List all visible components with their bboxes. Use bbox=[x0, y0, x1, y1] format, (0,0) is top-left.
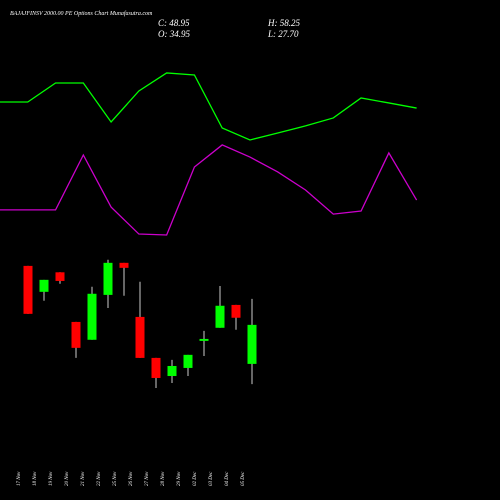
x-tick-label: 03 Dec bbox=[209, 471, 214, 486]
candle-body bbox=[199, 338, 209, 341]
x-tick-label: 28 Nov bbox=[161, 471, 166, 486]
x-tick-label: 05 Dec bbox=[241, 471, 246, 486]
ohlc-label: L: 27.70 bbox=[267, 29, 299, 39]
candle-body bbox=[103, 262, 113, 295]
x-tick-label: 25 Nov bbox=[113, 471, 118, 486]
candle-body bbox=[23, 265, 33, 314]
x-tick-label: 21 Nov bbox=[81, 471, 86, 486]
x-tick-label: 19 Nov bbox=[49, 471, 54, 486]
x-tick-label: 18 Nov bbox=[33, 471, 38, 486]
ohlc-label: O: 34.95 bbox=[158, 29, 190, 39]
line-series bbox=[0, 72, 417, 141]
candle-body bbox=[151, 357, 161, 378]
x-tick-label: 20 Nov bbox=[65, 471, 70, 486]
x-tick-label: 02 Dec bbox=[193, 471, 198, 486]
ohlc-label: C: 48.95 bbox=[158, 18, 190, 28]
candle-body bbox=[39, 279, 49, 292]
candle-body bbox=[247, 324, 257, 364]
candle-body bbox=[87, 293, 97, 340]
candle-body bbox=[71, 321, 81, 348]
candle-body bbox=[183, 354, 193, 368]
candle-body bbox=[119, 262, 129, 268]
x-tick-label: 17 Nov bbox=[17, 471, 22, 486]
candle-body bbox=[215, 305, 225, 328]
x-tick-label: 04 Dec bbox=[225, 471, 230, 486]
x-tick-label: 27 Nov bbox=[145, 471, 150, 486]
candle-body bbox=[231, 304, 241, 318]
line-series bbox=[0, 144, 418, 236]
candle-body bbox=[135, 316, 145, 358]
candle-body bbox=[167, 365, 177, 377]
x-tick-label: 26 Nov bbox=[129, 471, 134, 486]
x-tick-label: 29 Nov bbox=[177, 471, 182, 486]
ohlc-label: H: 58.25 bbox=[267, 18, 300, 28]
chart-title: BAJAJFINSV 2000.00 PE Options Chart Muna… bbox=[10, 10, 153, 17]
candle-body bbox=[55, 272, 65, 281]
x-tick-label: 22 Nov bbox=[97, 471, 102, 486]
